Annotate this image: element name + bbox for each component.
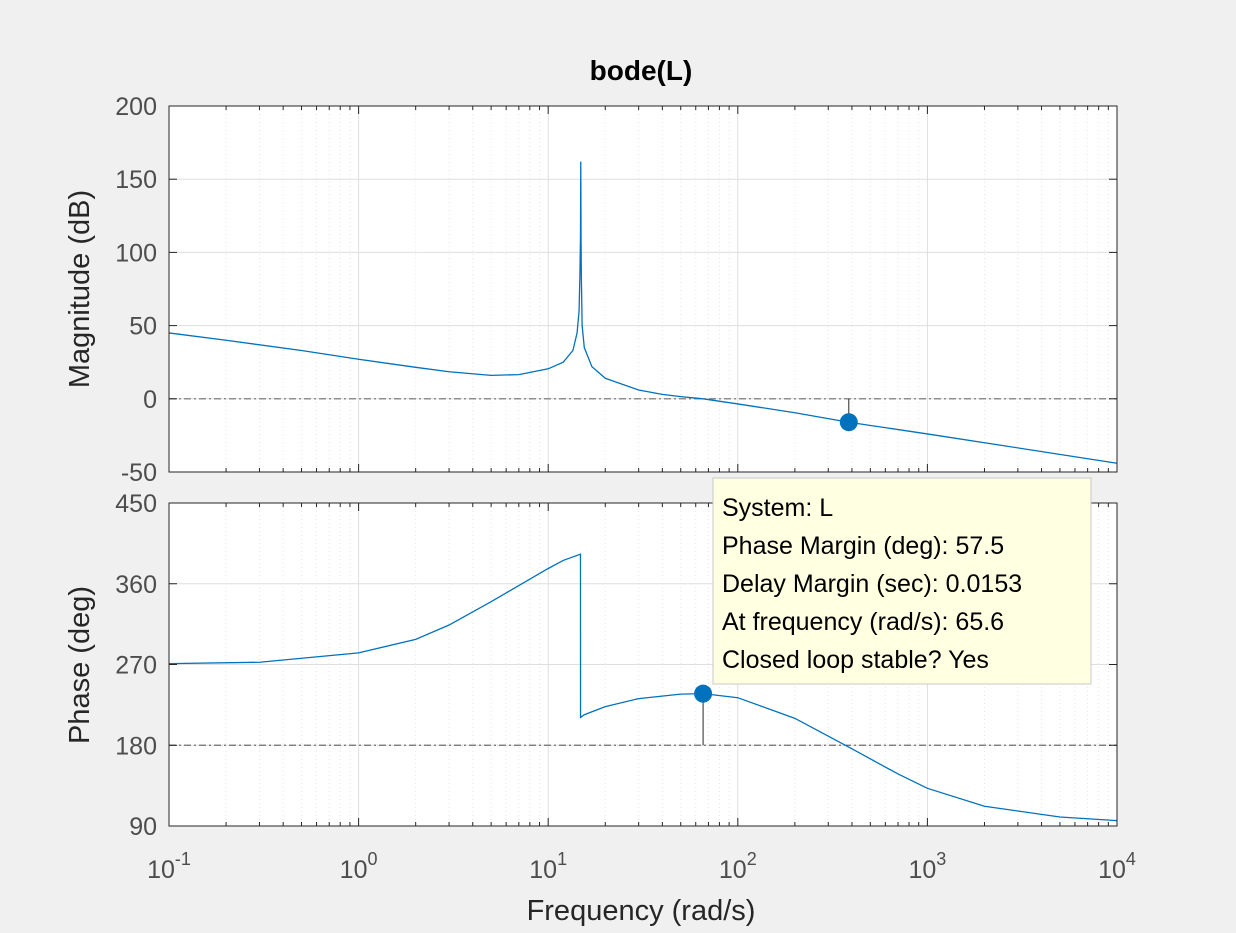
datatip-box [712, 477, 1092, 685]
magnitude-y-tick-label: -50 [121, 459, 157, 487]
datatip[interactable]: System: L Phase Margin (deg): 57.5 Delay… [712, 477, 1092, 685]
x-tick-label: 101 [529, 849, 567, 884]
x-tick-label: 104 [1098, 849, 1136, 884]
phase-curve [168, 553, 1118, 822]
x-axis-label: Frequency (rad/s) [527, 895, 756, 927]
datatip-line-3: Delay Margin (sec): 0.0153 [722, 570, 1022, 598]
x-tick-label: 10-1 [147, 849, 191, 884]
datatip-line-1: System: L [722, 494, 833, 522]
phase-y-tick-label: 270 [115, 652, 157, 680]
x-tick-label: 102 [719, 849, 757, 884]
magnitude-y-tick-label: 50 [129, 313, 157, 341]
datatip-line-4: At frequency (rad/s): 65.6 [722, 608, 1004, 636]
datatip-line-5: Closed loop stable? Yes [722, 646, 989, 674]
phase-y-axis-label: Phase (deg) [64, 586, 96, 744]
magnitude-y-tick-label: 0 [143, 386, 157, 414]
phase-y-tick-label: 360 [115, 571, 157, 599]
x-tick-label: 103 [908, 849, 946, 884]
magnitude-y-tick-label: 200 [115, 93, 157, 121]
phase-y-tick-label: 90 [129, 813, 157, 841]
datatip-line-2: Phase Margin (deg): 57.5 [722, 532, 1004, 560]
phase-y-tick-label: 450 [115, 490, 157, 518]
phase-margin-marker[interactable] [694, 684, 713, 703]
magnitude-margin-marker[interactable] [839, 413, 858, 432]
phase-y-tick-label: 180 [115, 732, 157, 760]
magnitude-y-axis-label: Magnitude (dB) [64, 190, 96, 388]
magnitude-y-tick-label: 100 [115, 239, 157, 267]
magnitude-y-tick-label: 150 [115, 166, 157, 194]
chart-title: bode(L) [590, 55, 693, 86]
x-tick-label: 100 [340, 849, 378, 884]
magnitude-curve [168, 161, 1118, 464]
magnitude-axes: 200 150 100 50 0 -50 [115, 93, 1118, 487]
